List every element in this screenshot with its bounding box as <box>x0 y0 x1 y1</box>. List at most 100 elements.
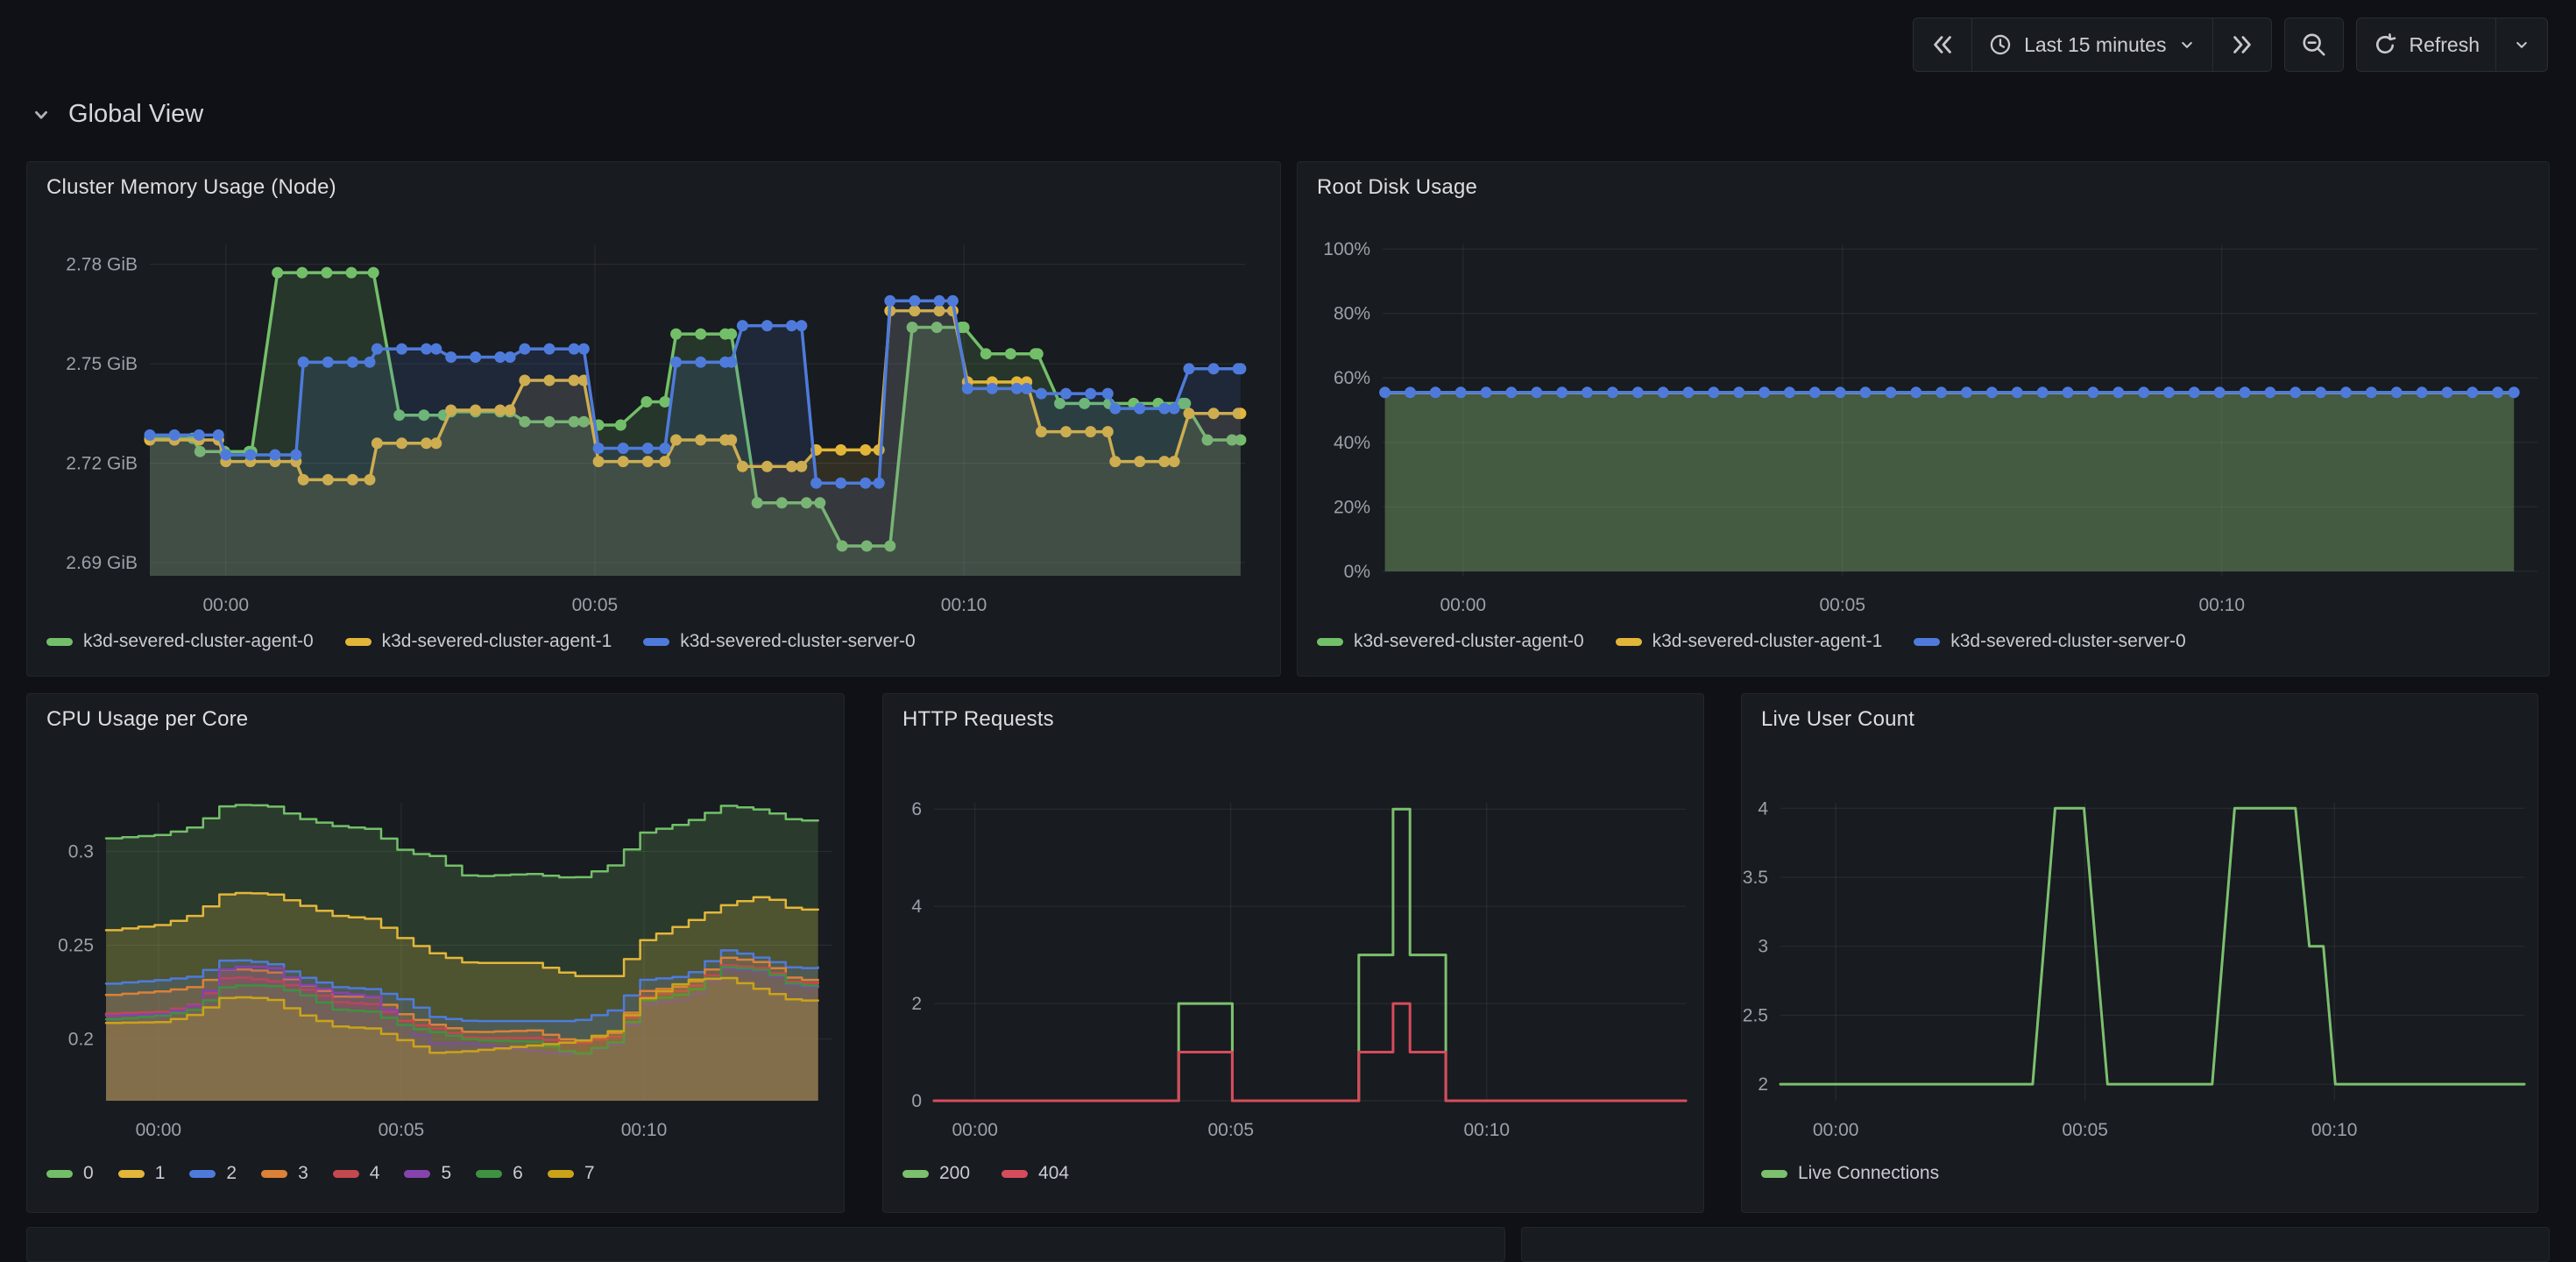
legend-item[interactable]: 2 <box>189 1163 237 1184</box>
legend-series-swatch <box>46 1170 73 1178</box>
legend-series-swatch <box>643 638 669 646</box>
legend-series-label: k3d-severed-cluster-server-0 <box>680 631 915 652</box>
zoom-out-group <box>2284 18 2344 72</box>
legend-item[interactable]: Live Connections <box>1761 1163 1939 1184</box>
legend-item[interactable]: 4 <box>333 1163 380 1184</box>
refresh-label: Refresh <box>2409 33 2480 57</box>
legend-series-swatch <box>1001 1170 1028 1178</box>
section-title: Global View <box>68 100 203 129</box>
legend-series-label: 3 <box>298 1163 308 1184</box>
legend-series-label: 404 <box>1038 1163 1069 1184</box>
live-user-count-chart[interactable]: 43.532.5200:0000:0500:10 <box>1742 694 2539 1214</box>
legend-series-label: 6 <box>513 1163 523 1184</box>
svg-text:0.3: 0.3 <box>68 842 94 862</box>
zoom-out-icon <box>2301 32 2327 58</box>
legend-series-label: 7 <box>584 1163 595 1184</box>
legend-item[interactable]: k3d-severed-cluster-agent-0 <box>1317 631 1584 652</box>
legend-series-swatch <box>46 638 73 646</box>
svg-text:0.2: 0.2 <box>68 1029 94 1049</box>
svg-text:00:00: 00:00 <box>1813 1120 1859 1140</box>
svg-text:0.25: 0.25 <box>58 936 94 956</box>
panel-title[interactable]: Cluster Memory Usage (Node) <box>46 175 336 200</box>
panel-root-disk-usage: Root Disk Usage 100%80%60%40%20%0%00:000… <box>1297 161 2550 677</box>
legend-series-label: k3d-severed-cluster-server-0 <box>1950 631 2185 652</box>
legend-series-swatch <box>1616 638 1642 646</box>
svg-text:2.78 GiB: 2.78 GiB <box>66 255 138 275</box>
legend-item[interactable]: k3d-severed-cluster-agent-0 <box>46 631 314 652</box>
legend-item[interactable]: 200 <box>902 1163 970 1184</box>
legend-series-swatch <box>189 1170 216 1178</box>
legend-series-swatch <box>261 1170 287 1178</box>
svg-text:3: 3 <box>1758 937 1768 957</box>
svg-text:20%: 20% <box>1334 497 1370 517</box>
legend-series-label: k3d-severed-cluster-agent-1 <box>382 631 612 652</box>
svg-text:00:00: 00:00 <box>952 1120 998 1140</box>
refresh-button[interactable]: Refresh <box>2357 18 2495 71</box>
legend-item[interactable]: k3d-severed-cluster-server-0 <box>1914 631 2185 652</box>
legend-series-swatch <box>1914 638 1940 646</box>
legend-item[interactable]: 7 <box>548 1163 595 1184</box>
refresh-interval-dropdown[interactable] <box>2495 18 2547 71</box>
legend-series-label: k3d-severed-cluster-agent-0 <box>83 631 314 652</box>
legend-item[interactable]: 1 <box>118 1163 166 1184</box>
svg-text:00:10: 00:10 <box>941 595 987 615</box>
legend: k3d-severed-cluster-agent-0 k3d-severed-c… <box>1317 631 2186 652</box>
legend-series-label: Live Connections <box>1798 1163 1939 1184</box>
legend-item[interactable]: 5 <box>404 1163 451 1184</box>
svg-text:2.72 GiB: 2.72 GiB <box>66 453 138 473</box>
chevron-down-icon <box>2512 35 2531 54</box>
chevrons-left-icon <box>1929 32 1956 58</box>
partial-panel-left <box>26 1227 1505 1262</box>
svg-text:00:10: 00:10 <box>621 1120 668 1140</box>
chevrons-right-icon <box>2229 32 2255 58</box>
panel-title[interactable]: CPU Usage per Core <box>46 707 248 732</box>
dashboard-toolbar: Last 15 minutes Refresh <box>1913 18 2548 72</box>
panel-live-user-count: Live User Count 43.532.5200:0000:0500:10… <box>1741 693 2538 1213</box>
http-requests-chart[interactable]: 642000:0000:0500:10 <box>883 694 1705 1214</box>
cpu-usage-chart[interactable]: 0.30.250.200:0000:0500:10 <box>27 694 846 1214</box>
legend-item[interactable]: 404 <box>1001 1163 1069 1184</box>
legend-series-swatch <box>345 638 372 646</box>
svg-text:2.5: 2.5 <box>1743 1005 1768 1025</box>
time-shift-forward-button[interactable] <box>2212 18 2271 71</box>
legend-series-swatch <box>548 1170 574 1178</box>
panel-title[interactable]: Live User Count <box>1761 707 1914 732</box>
root-disk-chart[interactable]: 100%80%60%40%20%0%00:0000:0500:10 <box>1298 162 2551 677</box>
clock-icon <box>1988 32 2013 57</box>
legend-series-label: k3d-severed-cluster-agent-1 <box>1652 631 1883 652</box>
time-range-picker[interactable]: Last 15 minutes <box>1971 18 2212 71</box>
svg-text:4: 4 <box>911 897 922 917</box>
svg-text:40%: 40% <box>1334 433 1370 453</box>
svg-text:2: 2 <box>1758 1074 1768 1095</box>
legend-item[interactable]: k3d-severed-cluster-server-0 <box>643 631 915 652</box>
legend-item[interactable]: k3d-severed-cluster-agent-1 <box>345 631 612 652</box>
legend-series-swatch <box>404 1170 430 1178</box>
legend: Live Connections <box>1761 1163 1939 1184</box>
svg-text:3.5: 3.5 <box>1743 868 1768 888</box>
legend-item[interactable]: 6 <box>476 1163 523 1184</box>
time-zoom-out-button[interactable] <box>2285 18 2343 71</box>
svg-text:60%: 60% <box>1334 368 1370 388</box>
svg-text:00:05: 00:05 <box>572 595 619 615</box>
panel-cpu-usage-per-core: CPU Usage per Core 0.30.250.200:0000:050… <box>26 693 845 1213</box>
svg-text:00:10: 00:10 <box>2198 595 2245 615</box>
svg-text:2.69 GiB: 2.69 GiB <box>66 553 138 573</box>
legend-item[interactable]: k3d-severed-cluster-agent-1 <box>1616 631 1883 652</box>
legend-series-swatch <box>118 1170 145 1178</box>
legend-item[interactable]: 0 <box>46 1163 94 1184</box>
legend-series-label: 5 <box>441 1163 451 1184</box>
svg-text:00:05: 00:05 <box>1819 595 1865 615</box>
svg-text:100%: 100% <box>1323 239 1370 259</box>
panel-title[interactable]: Root Disk Usage <box>1317 175 1477 200</box>
chevron-down-icon <box>30 103 53 126</box>
panel-title[interactable]: HTTP Requests <box>902 707 1054 732</box>
svg-text:00:05: 00:05 <box>2062 1120 2108 1140</box>
section-header-global-view[interactable]: Global View <box>30 100 203 129</box>
svg-text:6: 6 <box>911 799 922 819</box>
svg-text:4: 4 <box>1758 798 1768 819</box>
legend-series-label: 200 <box>939 1163 970 1184</box>
svg-text:0: 0 <box>911 1091 922 1111</box>
time-shift-back-button[interactable] <box>1914 18 1971 71</box>
legend-item[interactable]: 3 <box>261 1163 308 1184</box>
cluster-memory-chart[interactable]: 2.78 GiB2.75 GiB2.72 GiB2.69 GiB00:0000:… <box>27 162 1282 677</box>
